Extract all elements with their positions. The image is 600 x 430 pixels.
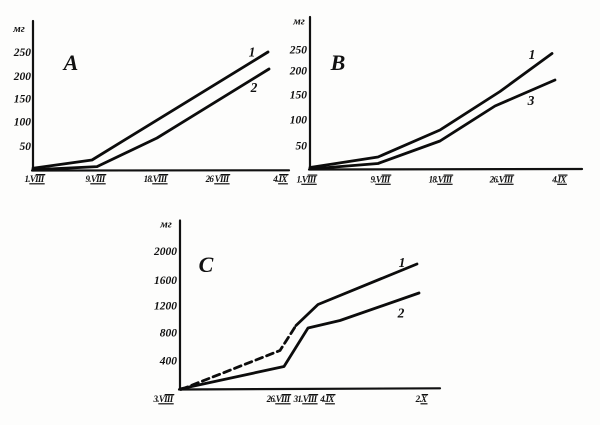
svg-text:2.X: 2.X	[415, 394, 428, 404]
svg-text:100: 100	[14, 117, 32, 129]
svg-text:2000: 2000	[153, 246, 177, 258]
svg-text:200: 200	[13, 71, 32, 83]
svg-text:1600: 1600	[154, 275, 177, 287]
svg-text:4.IX: 4.IX	[319, 394, 335, 404]
svg-text:150: 150	[290, 90, 308, 102]
svg-text:26.VIII: 26.VIII	[489, 175, 514, 185]
svg-text:9.VIII: 9.VIII	[85, 174, 105, 184]
svg-text:100: 100	[290, 115, 308, 127]
svg-text:26 VIII: 26 VIII	[205, 174, 230, 184]
svg-text:50: 50	[296, 141, 308, 153]
svg-text:250: 250	[13, 47, 32, 59]
svg-text:9.VIII: 9.VIII	[370, 175, 390, 185]
svg-text:1.VIII: 1.VIII	[24, 174, 44, 184]
svg-text:A: A	[62, 50, 79, 75]
svg-text:C: C	[199, 252, 214, 277]
svg-text:3.VIII: 3.VIII	[152, 394, 173, 404]
svg-text:18.VIII: 18.VIII	[144, 174, 168, 184]
svg-text:200: 200	[289, 66, 308, 78]
svg-text:1: 1	[529, 47, 536, 62]
svg-text:мг: мг	[292, 16, 305, 28]
svg-text:400: 400	[159, 356, 178, 368]
svg-text:2: 2	[250, 80, 258, 95]
svg-text:50: 50	[20, 141, 32, 153]
svg-text:1200: 1200	[154, 301, 177, 313]
svg-text:1.VIII: 1.VIII	[296, 175, 316, 185]
svg-text:26.VIII: 26.VIII	[266, 394, 291, 404]
svg-text:4.IX: 4.IX	[551, 175, 567, 185]
svg-text:3: 3	[527, 93, 535, 108]
svg-text:18.VIII: 18.VIII	[429, 175, 453, 185]
svg-text:150: 150	[14, 94, 32, 106]
svg-text:мг: мг	[12, 23, 25, 35]
svg-text:1: 1	[249, 45, 256, 60]
svg-text:2: 2	[397, 306, 405, 321]
svg-text:мг: мг	[159, 219, 172, 231]
svg-text:4.IX: 4.IX	[272, 174, 288, 184]
svg-text:250: 250	[289, 45, 308, 57]
svg-text:B: B	[330, 50, 346, 75]
svg-text:31.VIII: 31.VIII	[293, 394, 318, 404]
svg-text:800: 800	[160, 328, 178, 340]
svg-text:1: 1	[399, 255, 406, 270]
